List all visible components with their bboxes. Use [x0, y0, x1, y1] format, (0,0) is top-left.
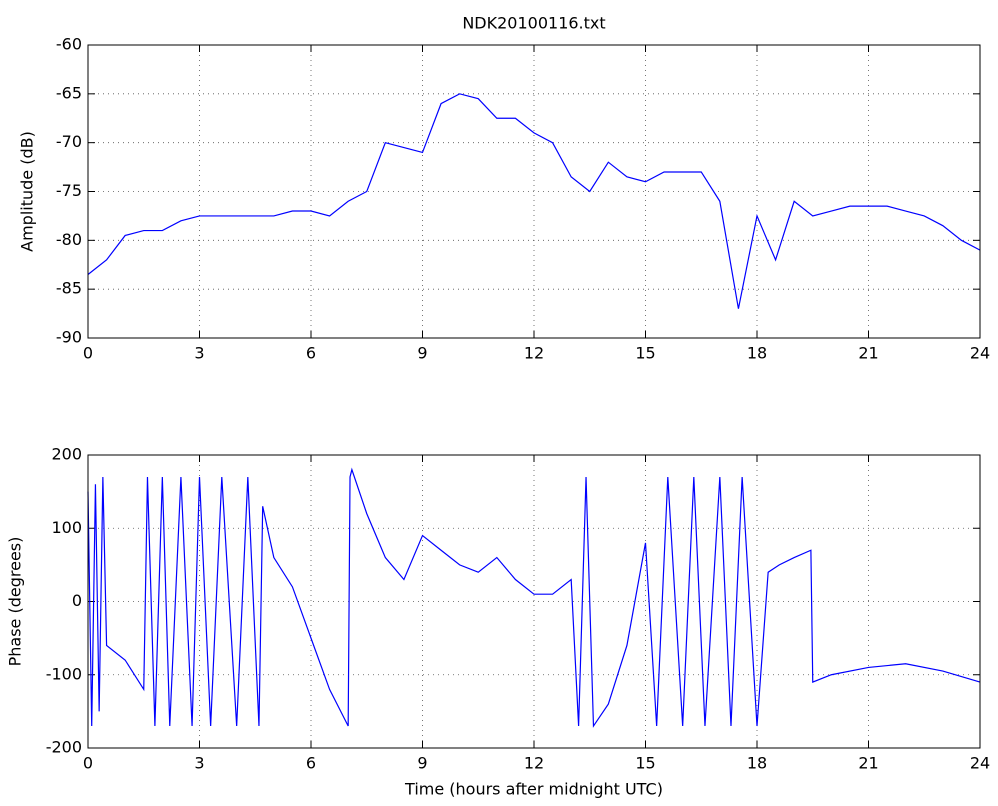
y-tick-label: 100	[51, 518, 82, 537]
x-tick-label: 15	[635, 344, 655, 363]
x-tick-label: 18	[747, 344, 767, 363]
y-tick-label: 200	[51, 445, 82, 464]
x-tick-label: 6	[306, 344, 316, 363]
data-line	[87, 467, 981, 728]
chart-title: NDK20100116.txt	[462, 14, 605, 33]
data-line	[87, 93, 981, 309]
x-tick-label: 24	[970, 754, 990, 773]
y-tick-label: -100	[46, 664, 82, 683]
y-tick-label: -200	[46, 738, 82, 757]
x-tick-label: 15	[635, 754, 655, 773]
x-tick-label: 24	[970, 344, 990, 363]
y-tick-label: -75	[56, 181, 82, 200]
x-tick-label: 0	[83, 344, 93, 363]
y-axis-label: Phase (degrees)	[6, 537, 25, 667]
y-tick-label: -90	[56, 328, 82, 347]
axes-box	[87, 44, 981, 339]
x-axis-label: Time (hours after midnight UTC)	[404, 780, 663, 799]
y-tick-label: -65	[56, 83, 82, 102]
x-tick-label: 21	[858, 754, 878, 773]
x-tick-label: 3	[194, 754, 204, 773]
y-tick-label: 0	[72, 591, 82, 610]
x-tick-label: 6	[306, 754, 316, 773]
y-axis-label: Amplitude (dB)	[18, 131, 37, 252]
y-tick-label: -85	[56, 279, 82, 298]
x-tick-label: 0	[83, 754, 93, 773]
y-tick-label: -80	[56, 230, 82, 249]
x-tick-label: 21	[858, 344, 878, 363]
x-tick-label: 18	[747, 754, 767, 773]
x-tick-label: 12	[524, 344, 544, 363]
x-tick-label: 3	[194, 344, 204, 363]
y-tick-label: -70	[56, 132, 82, 151]
x-tick-label: 9	[417, 754, 427, 773]
x-tick-label: 12	[524, 754, 544, 773]
y-tick-label: -60	[56, 35, 82, 54]
axes-box	[87, 454, 981, 749]
x-tick-label: 9	[417, 344, 427, 363]
